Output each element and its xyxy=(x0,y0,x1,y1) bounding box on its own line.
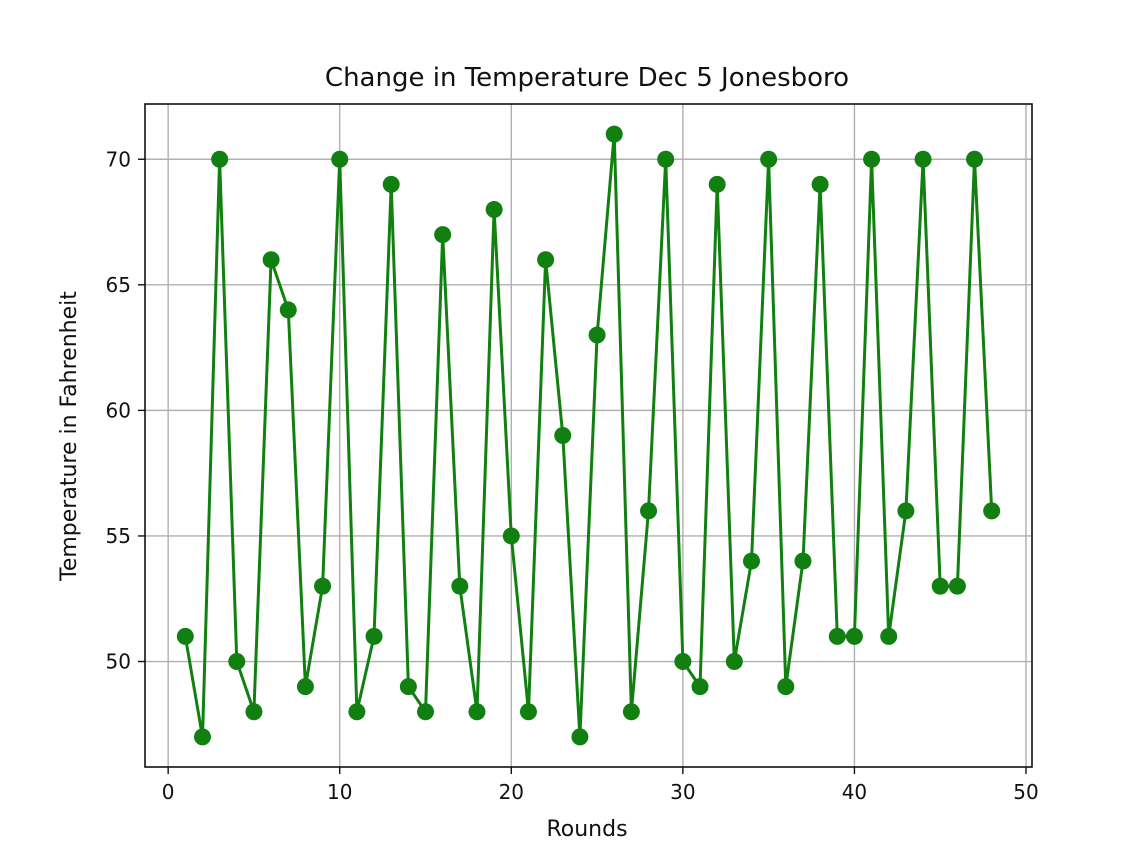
x-tick-label: 50 xyxy=(1013,780,1038,804)
y-tick-label: 60 xyxy=(106,398,131,422)
plot-frame xyxy=(144,103,1033,768)
x-tick-label: 20 xyxy=(499,780,524,804)
data-point xyxy=(811,175,829,193)
grid-lines xyxy=(145,104,1032,767)
data-point xyxy=(365,627,383,645)
x-tick-label: 30 xyxy=(670,780,695,804)
data-point xyxy=(588,326,606,344)
temperature-series xyxy=(176,125,1001,746)
y-tick-label: 70 xyxy=(106,147,131,171)
data-point xyxy=(777,678,795,696)
x-axis-label: Rounds xyxy=(546,817,627,842)
data-point xyxy=(348,703,366,721)
data-point xyxy=(674,653,692,671)
x-tick-label: 40 xyxy=(842,780,867,804)
data-point xyxy=(931,577,949,595)
data-point xyxy=(245,703,263,721)
data-point xyxy=(640,502,658,520)
data-point xyxy=(176,627,194,645)
data-point xyxy=(434,226,452,244)
data-point xyxy=(502,527,520,545)
axis-ticks: 0 10 20 30 40 50 50 55 60 65 70 xyxy=(106,147,1039,804)
data-point xyxy=(211,150,229,168)
data-point xyxy=(760,150,778,168)
data-point xyxy=(519,703,537,721)
data-point xyxy=(622,703,640,721)
data-point xyxy=(863,150,881,168)
y-axis-label: Temperature in Fahrenheit xyxy=(57,291,82,582)
data-point xyxy=(228,653,246,671)
data-point xyxy=(828,627,846,645)
data-point xyxy=(451,577,469,595)
data-point xyxy=(193,728,211,746)
data-point xyxy=(485,200,503,218)
data-point xyxy=(537,251,555,269)
data-point xyxy=(382,175,400,193)
data-point xyxy=(845,627,863,645)
data-point xyxy=(605,125,623,143)
data-point xyxy=(417,703,435,721)
x-tick-label: 0 xyxy=(162,780,175,804)
data-point xyxy=(691,678,709,696)
data-point xyxy=(897,502,915,520)
data-point xyxy=(571,728,589,746)
y-tick-label: 50 xyxy=(106,650,131,674)
data-point xyxy=(794,552,812,570)
series-line xyxy=(183,132,994,739)
x-tick-label: 10 xyxy=(327,780,352,804)
data-point xyxy=(296,678,314,696)
data-point xyxy=(399,678,417,696)
data-point xyxy=(331,150,349,168)
data-point xyxy=(983,502,1001,520)
data-point xyxy=(880,627,898,645)
data-point xyxy=(262,251,280,269)
data-point xyxy=(966,150,984,168)
data-point xyxy=(657,150,675,168)
data-point xyxy=(279,301,297,319)
y-tick-label: 55 xyxy=(106,524,131,548)
data-point xyxy=(948,577,966,595)
data-point xyxy=(554,427,572,444)
y-tick-label: 65 xyxy=(106,273,131,297)
chart-title: Change in Temperature Dec 5 Jonesboro xyxy=(325,63,849,93)
data-point xyxy=(314,577,332,595)
data-point xyxy=(708,175,726,193)
data-point xyxy=(914,150,932,168)
data-point xyxy=(468,703,486,721)
data-point xyxy=(725,653,743,671)
data-point xyxy=(742,552,760,570)
